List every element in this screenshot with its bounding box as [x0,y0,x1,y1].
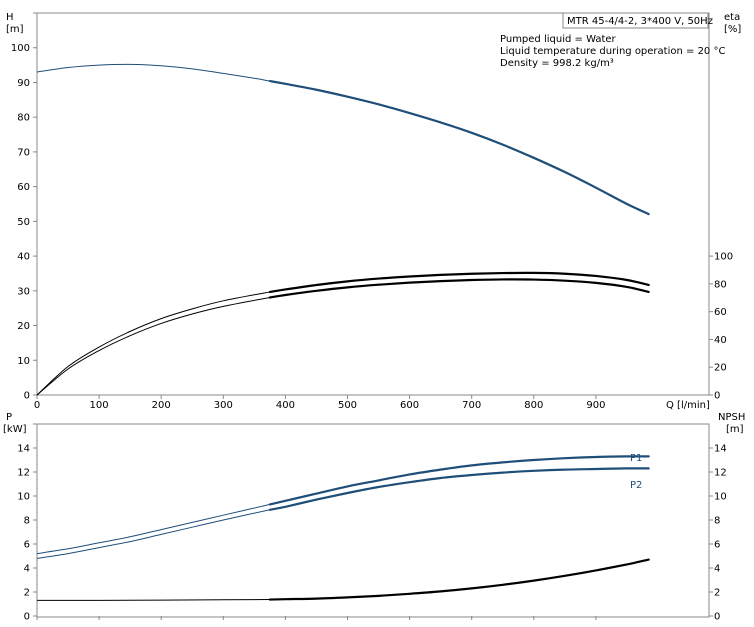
title-box [562,12,709,29]
x-tick-label: 100 [90,400,109,411]
right-y-tick-label: 10 [714,492,727,503]
series-label-p2: P2 [630,480,642,491]
upper-plot-frame [36,12,710,396]
p-axis-label: P [6,412,12,423]
x-tick-label: 500 [338,400,357,411]
lower-plot-frame [36,423,710,618]
curve-p1-operating-range [268,455,650,506]
left-y-tick-label: 8 [24,516,30,527]
right-y-tick-label: 6 [714,540,720,551]
curve-eta-2-operating-range [268,278,650,299]
left-y-tick-label: 4 [24,564,30,575]
x-tick-label: 0 [34,400,40,411]
curve-h-full [36,63,649,215]
left-y-tick-label: 60 [17,182,30,193]
x-tick-label: 400 [276,400,295,411]
h-axis-label: H [6,12,14,23]
x-tick-label: 600 [400,400,419,411]
right-y-tick-label: 80 [714,279,727,290]
series-label-p1: P1 [630,453,642,464]
x-tick-label: 200 [152,400,171,411]
left-y-tick-label: 20 [17,321,30,332]
eta-axis-unit: [%] [724,24,741,35]
left-y-tick-label: 10 [17,492,30,503]
curve-eta-2-full [36,278,649,396]
left-y-tick-label: 14 [17,444,30,455]
left-y-tick-label: 12 [17,468,30,479]
left-y-tick-label: 10 [17,356,30,367]
curve-eta-1-operating-range [268,271,650,294]
npsh-axis-unit: [m] [726,424,744,435]
right-y-tick-label: 0 [714,391,720,402]
info-line-1: Pumped liquid = Water [500,34,617,45]
right-y-tick-label: 12 [714,468,727,479]
left-y-tick-label: 30 [17,286,30,297]
curve-eta-1-full [36,272,649,396]
left-y-tick-label: 40 [17,252,30,263]
left-y-tick-label: 2 [24,588,30,599]
left-y-tick-label: 90 [17,78,30,89]
right-y-tick-label: 100 [714,252,733,263]
right-y-tick-label: 4 [714,564,720,575]
h-axis-unit: [m] [6,24,24,35]
left-y-tick-label: 80 [17,113,30,124]
npsh-axis-label: NPSH [718,412,745,423]
curve-npsh-full [36,559,649,601]
curve-p2-full [36,467,649,559]
right-y-tick-label: 8 [714,516,720,527]
info-line-2: Liquid temperature during operation = 20… [500,46,725,57]
curve-p2-operating-range [268,467,650,511]
chart-title: MTR 45-4/4-2, 3*400 V, 50Hz [567,16,713,27]
curve-h-operating-range [268,79,650,216]
info-line-3: Density = 998.2 kg/m³ [500,58,614,69]
curve-npsh-operating-range [268,558,650,601]
right-y-tick-label: 0 [714,612,720,623]
right-y-tick-label: 40 [714,335,727,346]
q-axis-label: Q [l/min] [666,400,710,411]
left-y-tick-label: 0 [24,612,30,623]
x-tick-label: 700 [462,400,481,411]
left-y-tick-label: 0 [24,391,30,402]
x-tick-label: 300 [214,400,233,411]
right-y-tick-label: 60 [714,307,727,318]
left-y-tick-label: 100 [11,43,30,54]
left-y-tick-label: 70 [17,147,30,158]
right-y-tick-label: 20 [714,363,727,374]
right-y-tick-label: 14 [714,444,727,455]
x-tick-label: 900 [586,400,605,411]
eta-axis-label: eta [724,12,740,23]
curve-layer [36,63,650,601]
p-axis-unit: [kW] [3,424,27,435]
left-y-tick-label: 50 [17,217,30,228]
left-y-tick-label: 6 [24,540,30,551]
x-tick-label: 800 [524,400,543,411]
right-y-tick-label: 2 [714,588,720,599]
